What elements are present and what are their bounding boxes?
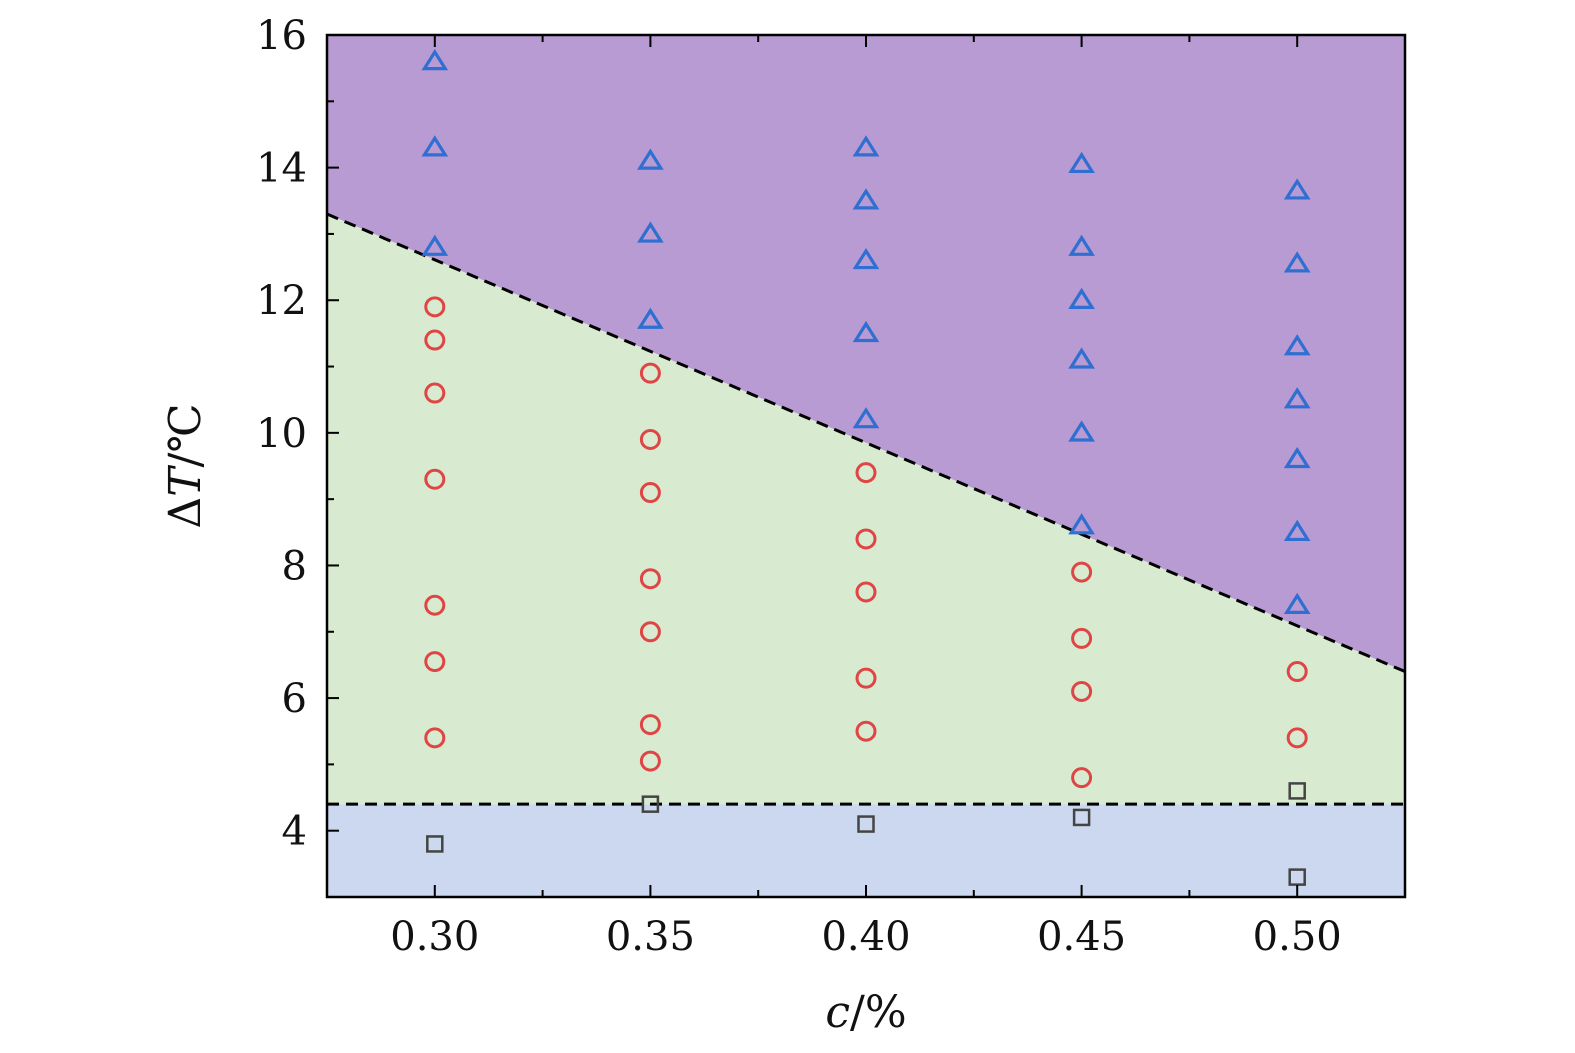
triangle-marker — [1068, 420, 1095, 442]
square-marker — [1288, 868, 1306, 886]
triangle-marker — [852, 135, 880, 157]
boundary-sloped — [326, 212, 1406, 673]
triangle-marker — [852, 247, 880, 270]
y-axis-unit: /℃ — [160, 403, 211, 467]
y-axis-var: T — [160, 464, 211, 497]
region-lower — [327, 804, 1405, 897]
circle-marker — [639, 428, 661, 450]
circle-marker — [424, 727, 446, 749]
circle-marker — [1071, 627, 1093, 649]
triangle-marker — [1068, 151, 1095, 174]
triangle-marker — [1068, 234, 1095, 256]
circle-marker — [1071, 767, 1093, 789]
circle-marker — [639, 621, 661, 643]
triangle-marker — [421, 135, 449, 157]
triangle-marker — [1283, 446, 1311, 469]
y-tick-label: 16 — [256, 13, 307, 59]
x-axis-unit: /% — [850, 987, 907, 1038]
square-marker — [426, 835, 444, 853]
circle-marker — [639, 362, 661, 384]
x-axis-title: c/% — [825, 987, 906, 1038]
circle-marker — [1071, 680, 1093, 702]
y-axis-prefix: Δ — [160, 497, 211, 529]
circle-marker — [1286, 727, 1308, 749]
triangle-marker — [637, 148, 664, 170]
data-markers — [421, 49, 1311, 886]
y-tick-label: 14 — [256, 146, 307, 192]
y-axis-title: ΔT/℃ — [160, 403, 211, 528]
triangle-marker — [1283, 592, 1311, 614]
circle-marker — [424, 594, 446, 616]
triangle-marker — [852, 320, 880, 343]
circle-marker — [424, 651, 446, 673]
y-tick-label: 6 — [282, 676, 307, 722]
x-tick-label: 0.40 — [821, 914, 910, 960]
triangle-marker — [1068, 513, 1095, 535]
triangle-marker — [852, 188, 880, 210]
x-tick-label: 0.30 — [390, 914, 479, 960]
regions — [327, 35, 1405, 897]
region-middle — [327, 214, 1405, 805]
circle-marker — [855, 581, 877, 603]
triangle-marker — [1283, 178, 1311, 200]
circle-marker — [639, 482, 661, 504]
x-axis-ticks: 0.30 0.35 0.40 0.45 0.50 — [390, 35, 1406, 960]
circle-marker — [424, 382, 446, 404]
square-marker — [1288, 782, 1306, 800]
triangle-marker — [637, 307, 664, 329]
x-tick-label: 0.35 — [606, 914, 695, 960]
triangle-marker — [852, 407, 880, 429]
y-tick-label: 8 — [282, 543, 307, 589]
triangle-marker — [1068, 347, 1095, 369]
x-axis-var: c — [825, 987, 850, 1038]
x-tick-label: 0.50 — [1253, 914, 1342, 960]
circle-marker — [855, 667, 877, 689]
triangle-marker — [637, 221, 664, 243]
circle-marker — [639, 568, 661, 590]
triangle-marker — [1283, 387, 1311, 409]
triangle-marker — [421, 234, 449, 256]
circle-marker — [1071, 561, 1093, 583]
y-tick-label: 4 — [282, 809, 307, 855]
triangle-marker — [1068, 287, 1095, 309]
triangle-marker — [1283, 251, 1311, 273]
circle-marker — [855, 462, 877, 484]
square-marker — [641, 795, 660, 813]
triangle-marker — [1283, 519, 1311, 542]
triangle-marker — [1283, 334, 1311, 356]
region-upper — [327, 35, 1405, 672]
square-marker — [857, 815, 875, 833]
circle-marker — [424, 329, 446, 351]
circle-marker — [855, 720, 877, 742]
x-tick-label: 0.45 — [1037, 914, 1126, 960]
circle-marker — [855, 528, 877, 550]
circle-marker — [424, 296, 446, 318]
y-axis-ticks: 4 6 8 10 12 14 16 — [256, 13, 339, 898]
boundary-lines — [326, 212, 1406, 806]
circle-marker — [639, 714, 661, 736]
triangle-marker — [421, 49, 449, 71]
y-tick-label: 12 — [256, 278, 307, 324]
circle-marker — [639, 750, 661, 772]
circle-marker — [1286, 661, 1308, 683]
circle-marker — [424, 468, 446, 490]
y-tick-label: 10 — [256, 411, 307, 457]
square-marker — [1072, 808, 1091, 827]
